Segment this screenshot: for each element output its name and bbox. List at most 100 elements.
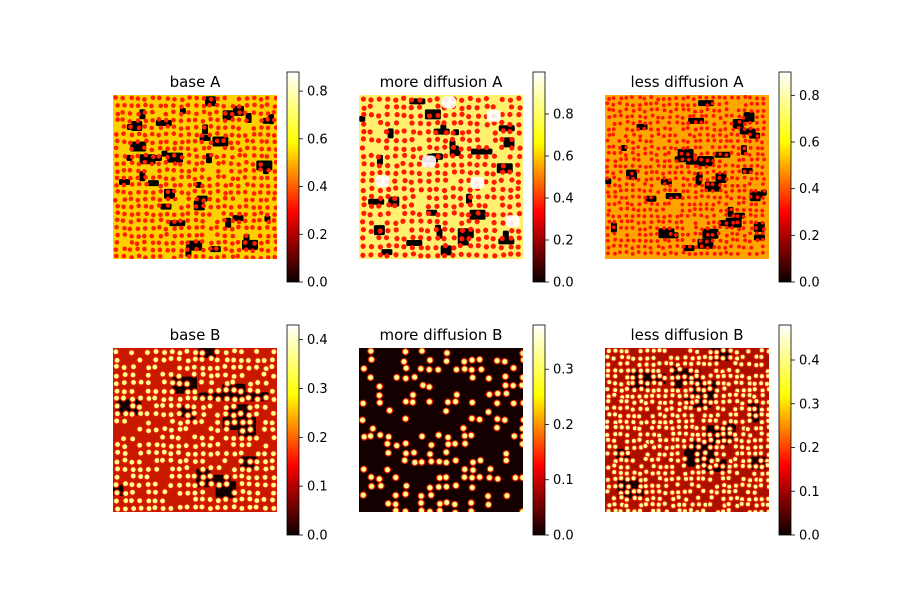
spot: [192, 117, 198, 123]
spot: [177, 350, 183, 356]
colorbar: [778, 71, 792, 283]
spot: [258, 210, 264, 216]
spot: [230, 254, 236, 259]
spot: [629, 202, 634, 207]
spot: [675, 362, 680, 367]
spot: [244, 138, 250, 143]
spot: [674, 107, 679, 112]
spot: [733, 488, 738, 493]
spot: [747, 407, 752, 412]
spot: [613, 251, 617, 256]
spot: [444, 500, 450, 506]
spot: [265, 225, 270, 230]
spot: [208, 96, 214, 102]
spot: [257, 233, 263, 239]
spot: [427, 97, 433, 103]
spot: [673, 176, 678, 181]
spot: [645, 356, 650, 361]
spot: [199, 379, 204, 385]
spot: [232, 474, 238, 479]
spot: [451, 120, 457, 126]
spot: [699, 157, 703, 162]
spot: [168, 403, 174, 408]
spot: [483, 95, 490, 102]
spot: [705, 103, 710, 108]
spot: [639, 503, 644, 508]
spot: [624, 349, 629, 354]
spot: [121, 365, 127, 370]
spot: [520, 350, 523, 356]
spot: [468, 508, 474, 512]
spot: [199, 504, 205, 510]
spot: [725, 225, 729, 230]
spot: [200, 466, 206, 472]
spot: [730, 175, 734, 180]
spot: [683, 405, 688, 410]
spot: [384, 220, 390, 226]
spot: [663, 420, 668, 425]
spot: [426, 178, 432, 184]
spot: [607, 380, 612, 385]
spot: [247, 427, 253, 432]
spot: [749, 109, 754, 114]
spot: [437, 475, 443, 481]
spot: [122, 457, 128, 463]
spot: [747, 418, 752, 423]
spot: [667, 102, 672, 107]
spot: [623, 153, 628, 158]
spot: [435, 170, 441, 176]
spot: [649, 183, 654, 188]
spot: [639, 387, 644, 392]
spot: [121, 189, 126, 195]
spot: [687, 157, 691, 162]
spot: [185, 102, 191, 108]
spot: [160, 371, 166, 377]
spot: [724, 250, 729, 255]
spot: [675, 238, 680, 243]
spot: [613, 424, 618, 429]
spot: [231, 436, 237, 441]
spot: [766, 412, 769, 417]
spot: [679, 219, 684, 224]
spot: [368, 112, 375, 118]
spot: [450, 185, 456, 191]
spot: [136, 189, 141, 195]
spot: [160, 403, 166, 408]
spot: [384, 138, 390, 144]
colorbar: [286, 71, 300, 283]
spot: [728, 412, 733, 417]
spot: [261, 497, 267, 502]
spot: [625, 175, 630, 180]
spot: [232, 419, 237, 425]
spot: [138, 411, 144, 416]
spot: [673, 146, 678, 151]
spot: [707, 362, 712, 367]
spot: [625, 425, 630, 430]
spot: [649, 201, 654, 206]
spot: [221, 254, 227, 259]
spot: [749, 157, 754, 162]
spot: [699, 188, 704, 193]
spot: [192, 356, 198, 362]
spot: [115, 203, 120, 209]
spot: [696, 444, 701, 449]
spot: [680, 157, 685, 162]
spot: [127, 111, 133, 116]
spot: [224, 420, 230, 426]
spot: [208, 356, 214, 361]
spot: [730, 237, 735, 242]
spot: [736, 95, 741, 100]
spot: [638, 349, 643, 354]
spot: [208, 373, 214, 379]
spot: [618, 145, 622, 150]
spot: [708, 355, 713, 360]
panel-title: less diffusion A: [630, 73, 744, 91]
spot: [150, 190, 156, 195]
colorbar-tick-label: 0.2: [553, 234, 574, 249]
spot: [729, 121, 734, 126]
spot: [361, 171, 367, 177]
spot: [605, 165, 609, 169]
spot: [177, 482, 182, 488]
spot: [682, 444, 687, 449]
spot: [242, 153, 248, 158]
